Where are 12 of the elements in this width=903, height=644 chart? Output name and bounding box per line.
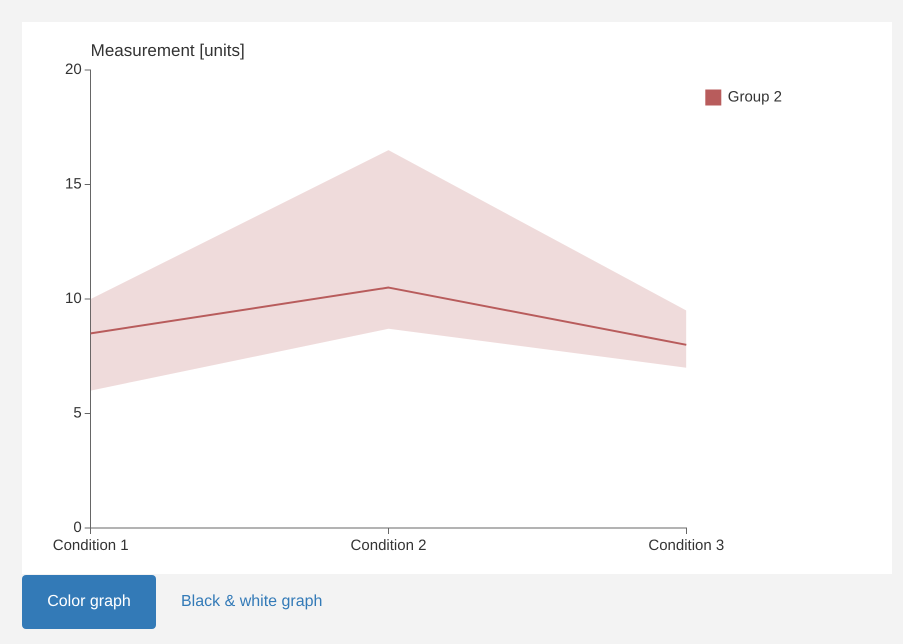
x-tick-label: Condition 2 [350, 537, 426, 554]
text: Black & white graph [181, 592, 322, 612]
y-tick-label: 0 [73, 519, 82, 536]
text: Color graph [22, 575, 156, 629]
y-tick-label: 5 [73, 404, 82, 422]
y-tick-label: 10 [64, 290, 82, 308]
legend-label: Group 2 [728, 88, 782, 106]
y-axis-title: Measurement [units] [90, 41, 245, 60]
y-tick-label: 15 [64, 176, 82, 193]
x-tick-label: Condition 1 [52, 537, 129, 554]
y-tick-label: 20 [64, 61, 82, 78]
x-tick-label: Condition 3 [648, 537, 724, 554]
